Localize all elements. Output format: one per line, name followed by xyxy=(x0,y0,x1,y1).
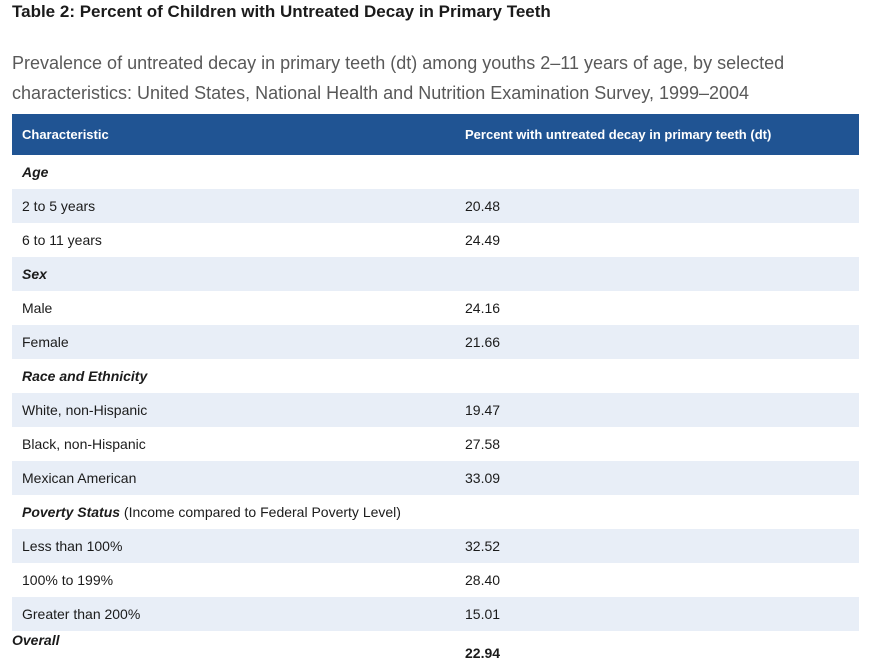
row-value: 20.48 xyxy=(455,189,859,223)
column-header-characteristic: Characteristic xyxy=(12,114,455,155)
group-row-sex: Sex xyxy=(12,257,859,291)
row-value: 24.16 xyxy=(455,291,859,325)
table-body: Age 2 to 5 years 20.48 6 to 11 years 24.… xyxy=(12,155,859,661)
table-row: Greater than 200% 15.01 xyxy=(12,597,859,631)
row-value: 32.52 xyxy=(455,529,859,563)
row-value: 21.66 xyxy=(455,325,859,359)
row-label: Less than 100% xyxy=(12,529,455,563)
table-header-row: Characteristic Percent with untreated de… xyxy=(12,114,859,155)
table-row: 6 to 11 years 24.49 xyxy=(12,223,859,257)
group-row-poverty-status: Poverty Status (Income compared to Feder… xyxy=(12,495,859,529)
overall-value: 22.94 xyxy=(455,631,859,661)
table-caption: Prevalence of untreated decay in primary… xyxy=(12,53,785,103)
table-row: Male 24.16 xyxy=(12,291,859,325)
table-row: Mexican American 33.09 xyxy=(12,461,859,495)
row-label: Female xyxy=(12,325,455,359)
row-label: 6 to 11 years xyxy=(12,223,455,257)
group-label: Age xyxy=(22,164,49,180)
group-label: Race and Ethnicity xyxy=(22,368,148,384)
table-row: 2 to 5 years 20.48 xyxy=(12,189,859,223)
table-row: White, non-Hispanic 19.47 xyxy=(12,393,859,427)
column-header-percent: Percent with untreated decay in primary … xyxy=(455,114,859,155)
group-row-age: Age xyxy=(12,155,859,189)
table-row: Female 21.66 xyxy=(12,325,859,359)
table-row: Less than 100% 32.52 xyxy=(12,529,859,563)
group-note: (Income compared to Federal Poverty Leve… xyxy=(120,504,401,520)
group-label: Sex xyxy=(22,266,47,282)
overall-label: Overall xyxy=(12,631,455,661)
row-label: Male xyxy=(12,291,455,325)
row-label: Mexican American xyxy=(12,461,455,495)
group-label: Poverty Status xyxy=(22,504,121,520)
table-row: 100% to 199% 28.40 xyxy=(12,563,859,597)
data-table: Characteristic Percent with untreated de… xyxy=(12,114,859,661)
row-label: 100% to 199% xyxy=(12,563,455,597)
row-value: 27.58 xyxy=(455,427,859,461)
row-label: Greater than 200% xyxy=(12,597,455,631)
row-label: 2 to 5 years xyxy=(12,189,455,223)
row-value: 28.40 xyxy=(455,563,859,597)
page-title: Table 2: Percent of Children with Untrea… xyxy=(12,2,551,21)
row-value: 15.01 xyxy=(455,597,859,631)
row-value: 33.09 xyxy=(455,461,859,495)
data-table-container: Characteristic Percent with untreated de… xyxy=(12,114,859,661)
row-value: 24.49 xyxy=(455,223,859,257)
row-label: White, non-Hispanic xyxy=(12,393,455,427)
overall-row: Overall 22.94 xyxy=(12,631,859,661)
group-row-race-ethnicity: Race and Ethnicity xyxy=(12,359,859,393)
row-label: Black, non-Hispanic xyxy=(12,427,455,461)
table-row: Black, non-Hispanic 27.58 xyxy=(12,427,859,461)
row-value: 19.47 xyxy=(455,393,859,427)
